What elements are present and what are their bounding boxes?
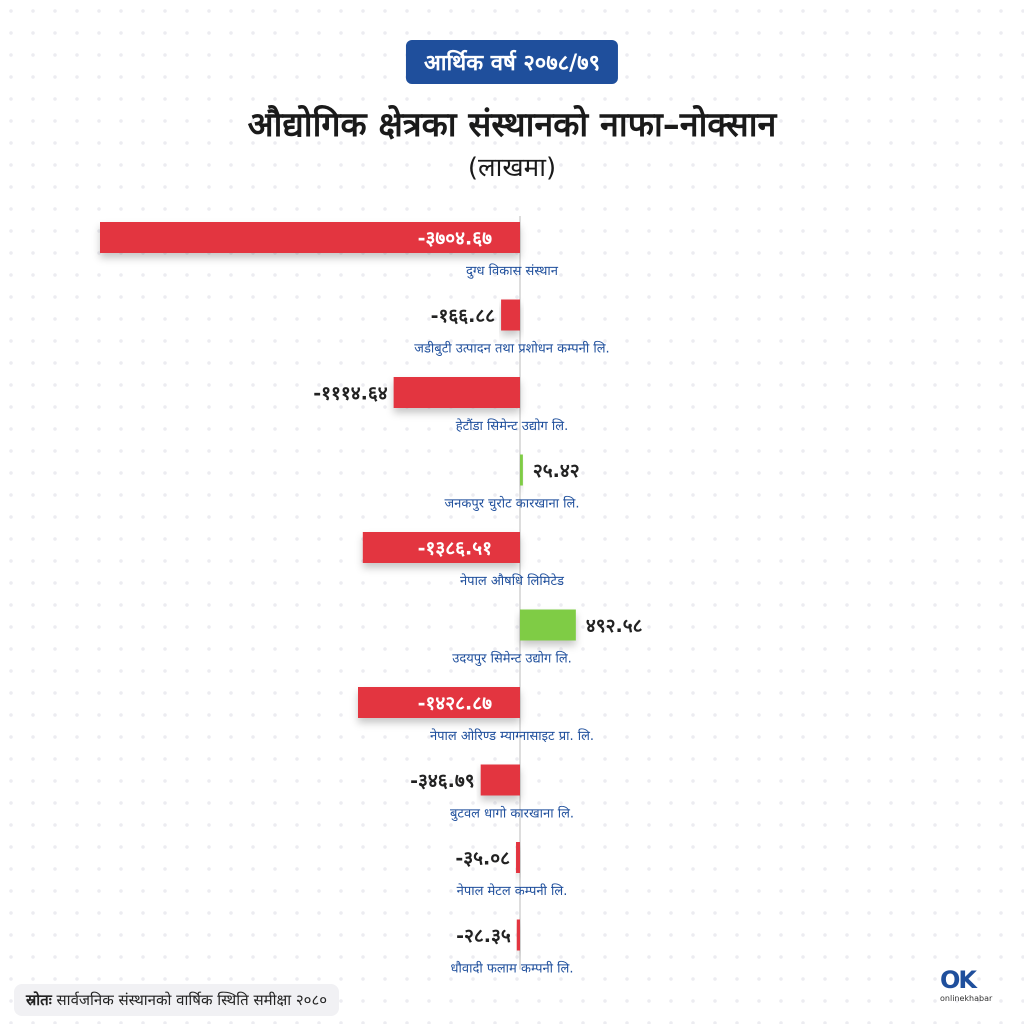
bar (520, 454, 523, 486)
source-note: स्रोतः सार्वजनिक संस्थानको वार्षिक स्थित… (14, 984, 340, 1016)
value-label: -१३८६.५१ (418, 538, 492, 560)
category-label: नेपाल ओरिण्ड म्याग्नासाइट प्रा. लि. (430, 728, 594, 744)
logo-text: onlinekhabar (940, 994, 993, 1003)
value-label: -३५.०८ (455, 848, 510, 870)
bar (516, 919, 520, 951)
chart-title: औद्योगिक क्षेत्रका संस्थानको नाफा–नोक्सा… (247, 105, 777, 145)
bar (362, 532, 520, 563)
category-label: नेपाल मेटल कम्पनी लि. (457, 883, 568, 899)
value-label: -१६६.८८ (431, 305, 496, 327)
bar (480, 764, 520, 796)
category-label: हेटौंडा सिमेन्ट उद्योग लि. (456, 418, 568, 434)
source-text: सार्वजनिक संस्थानको वार्षिक स्थिति समीक्… (56, 991, 328, 1009)
chart-subtitle: (लाखमा) (467, 153, 557, 183)
source-label: स्रोतः (26, 991, 52, 1009)
year-badge: आर्थिक वर्ष २०७८/७९ (405, 40, 619, 84)
bar (501, 299, 520, 331)
bar (358, 687, 520, 718)
value-label: -१११४.६४ (313, 383, 388, 405)
brand-logo: OK onlinekhabar (940, 966, 992, 1006)
value-label: -२८.३५ (456, 925, 511, 947)
bar (516, 842, 520, 873)
category-label: उदयपुर सिमेन्ट उद्योग लि. (452, 651, 572, 667)
logo-mark: OK (940, 966, 977, 994)
value-label: ४९२.५८ (586, 615, 643, 637)
bar (393, 377, 520, 408)
value-label: -३७०४.६७ (418, 228, 493, 250)
bar (520, 609, 576, 641)
category-label: दुग्ध विकास संस्थान (466, 263, 559, 279)
value-label: -१४२८.८७ (418, 693, 493, 715)
category-label: नेपाल औषधि लिमिटेड (460, 573, 565, 589)
bar (100, 222, 520, 253)
category-label: जनकपुर चुरोट कारखाना लि. (445, 496, 580, 512)
category-label: जडीबुटी उत्पादन तथा प्रशोधन कम्पनी लि. (414, 341, 609, 357)
category-label: धौवादी फलाम कम्पनी लि. (450, 961, 573, 977)
category-label: बुटवल धागो कारखाना लि. (450, 806, 574, 822)
value-label: २५.४२ (533, 460, 580, 482)
value-label: -३४६.७९ (410, 770, 475, 792)
